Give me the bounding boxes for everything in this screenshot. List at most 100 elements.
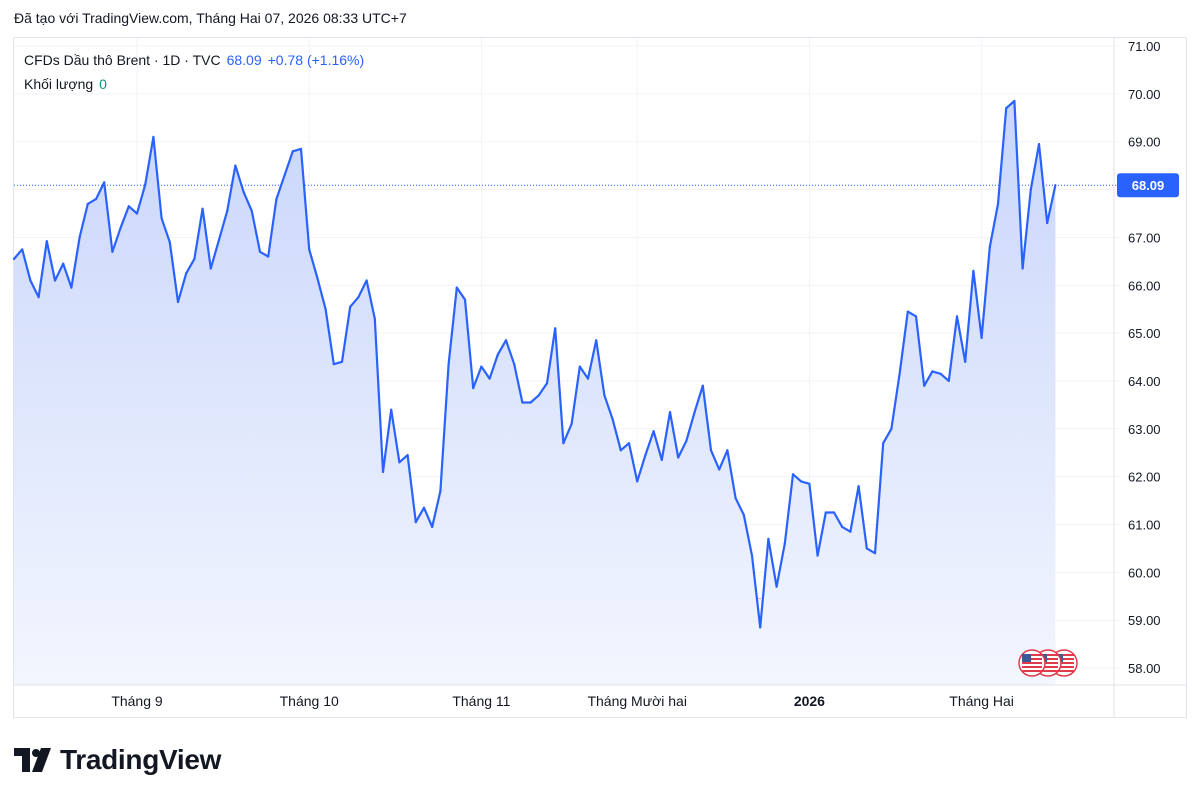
volume-value: 0 [99, 76, 107, 92]
price-point [250, 210, 253, 213]
price-point [923, 384, 926, 387]
price-point [185, 272, 188, 275]
price-line-segment [775, 542, 786, 588]
price-point [332, 363, 335, 366]
price-line-segment [1021, 188, 1032, 270]
x-tick-label: Tháng 10 [280, 693, 339, 709]
price-line-segment [127, 205, 139, 215]
price-point [906, 310, 909, 313]
price-point [824, 511, 827, 514]
price-point [578, 365, 581, 368]
price-line-segment [29, 279, 40, 299]
price-point [431, 526, 434, 528]
price-line-segment [62, 262, 73, 289]
price-line-segment [972, 269, 983, 339]
price-line-segment [480, 365, 491, 380]
price-point [152, 136, 155, 138]
price-line-segment [767, 537, 778, 588]
flag-stripe [1054, 654, 1074, 656]
price-line-segment [291, 147, 303, 153]
price-point [570, 423, 573, 425]
price-line-segment [865, 547, 877, 555]
price-line-segment [701, 384, 713, 452]
price-point [833, 511, 835, 514]
price-point [513, 363, 516, 366]
price-point [398, 461, 401, 464]
price-point [841, 526, 844, 528]
price-line-segment [660, 411, 672, 461]
price-point [783, 542, 786, 545]
price-point [324, 308, 327, 311]
price-point [669, 411, 671, 413]
price-point [365, 279, 368, 282]
price-line-segment [12, 248, 24, 260]
price-line-segment [554, 327, 565, 445]
price-line-segment [1029, 143, 1041, 191]
price-point [447, 363, 450, 366]
y-tick-label: 59.00 [1128, 613, 1161, 628]
y-tick-label: 62.00 [1128, 470, 1161, 485]
price-line-segment [45, 240, 57, 282]
price-line-segment [652, 430, 663, 461]
x-tick-label: Tháng Mười hai [587, 693, 686, 709]
price-point [95, 198, 97, 201]
price-point [13, 258, 15, 260]
y-tick-label: 60.00 [1128, 565, 1161, 580]
price-point [980, 337, 983, 339]
price-point [890, 427, 893, 430]
y-tick-label: 61.00 [1128, 518, 1161, 533]
price-point [62, 262, 65, 265]
price-line-segment [504, 339, 516, 366]
price-line-segment [586, 339, 598, 380]
tradingview-brand[interactable]: TradingView [14, 744, 221, 776]
price-line-segment [578, 365, 590, 380]
price-point [997, 203, 999, 205]
price-line-segment [152, 135, 163, 220]
volume-label[interactable]: Khối lượng [24, 76, 94, 92]
chart-frame[interactable] [13, 37, 1187, 718]
symbol-label[interactable]: CFDs Dầu thô Brent · 1D · TVC [24, 52, 221, 68]
price-line-segment [308, 248, 319, 280]
price-line-segment [275, 174, 286, 201]
price-point [857, 485, 860, 488]
price-line-segment [455, 286, 467, 301]
price-line-segment [644, 430, 655, 457]
tradingview-wordmark: TradingView [60, 744, 222, 775]
price-line-segment [783, 473, 795, 545]
price-line-segment [201, 207, 212, 270]
price-point [693, 411, 696, 413]
price-line-segment [947, 315, 959, 382]
price-point [742, 514, 745, 516]
price-line-segment [742, 513, 754, 557]
price-line-segment [439, 363, 450, 493]
flag-stripe [1054, 658, 1074, 660]
events-layer [1018, 649, 1078, 677]
price-line-segment [931, 370, 942, 375]
price-point [168, 241, 171, 244]
price-point [964, 360, 967, 363]
flag-stripe [1038, 662, 1058, 664]
price-point [874, 552, 876, 555]
price-point [595, 339, 598, 342]
price-point [45, 240, 48, 243]
flag-stripe [1054, 666, 1074, 668]
price-point [127, 205, 130, 208]
price-chart[interactable]: 58.00 59.00 60.00 61.00 62.00 63.00 64.00 65.00… [0, 0, 1200, 720]
price-line-segment [324, 308, 335, 366]
price-line-segment [980, 245, 991, 339]
us-flag-event-icon[interactable] [1018, 649, 1046, 677]
price-line-segment [119, 205, 130, 229]
price-line-segment [832, 511, 844, 529]
flag-stripe [1038, 654, 1058, 656]
price-point [685, 439, 688, 442]
price-line-segment [21, 248, 32, 282]
last-price-badge-text: 68.09 [1132, 178, 1165, 193]
price-line-segment [37, 240, 48, 299]
flag-stripe [1038, 670, 1058, 672]
y-tick-label: 65.00 [1128, 326, 1161, 341]
price-line-segment [808, 482, 819, 557]
price-line-segment [135, 183, 147, 215]
price-line-segment [332, 360, 344, 366]
price-line-segment [357, 279, 368, 299]
price-point [849, 530, 852, 533]
